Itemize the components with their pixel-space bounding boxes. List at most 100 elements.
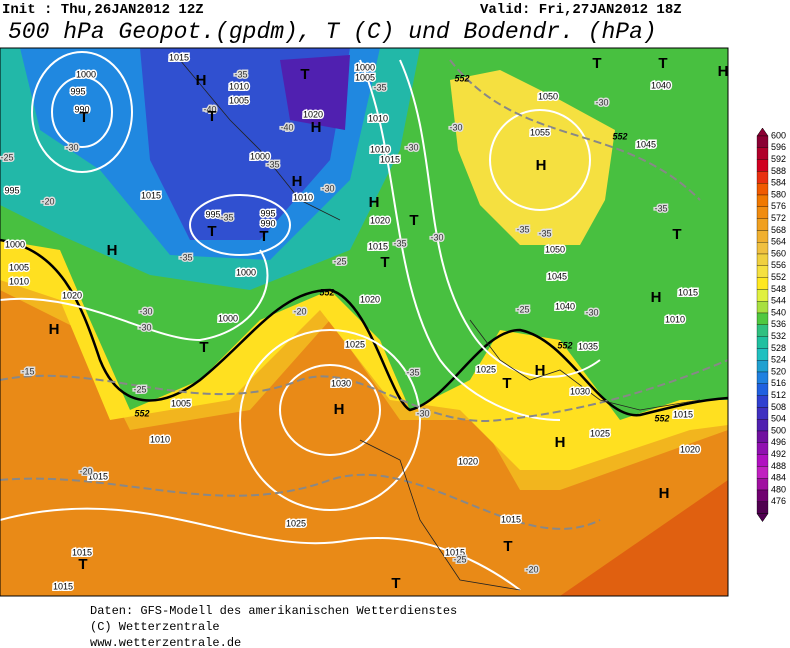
- colorbar-cell: [756, 159, 769, 172]
- pressure-center: T: [199, 339, 208, 356]
- colorbar-cell: [756, 230, 769, 243]
- pressure-center: H: [536, 157, 547, 174]
- isobar-label: 1005: [9, 262, 29, 272]
- isotherm-label: -35: [220, 212, 233, 222]
- isotherm-label: -20: [41, 196, 54, 206]
- isobar-label: 1050: [545, 244, 565, 254]
- map-frame: [0, 47, 729, 597]
- isobar-label: 1010: [370, 144, 390, 154]
- contour-label: 552: [319, 287, 334, 297]
- colorbar-label: 476: [771, 496, 786, 506]
- pressure-center: H: [369, 194, 380, 211]
- coastlines: [179, 59, 701, 591]
- colorbar-label: 484: [771, 473, 786, 483]
- pressure-center: H: [535, 362, 546, 379]
- isobar-label: 1020: [360, 294, 380, 304]
- isotherm-label: -30: [416, 408, 429, 418]
- colorbar-label: 556: [771, 260, 786, 270]
- pressure-center: T: [78, 556, 87, 573]
- footer-line: (C) Wetterzentrale: [90, 620, 220, 634]
- pressure-center: H: [334, 401, 345, 418]
- isotherm-label: -35: [234, 69, 247, 79]
- colorbar-cell: [756, 194, 769, 207]
- isobar-label: 1020: [62, 290, 82, 300]
- isobar-label: 1000: [76, 69, 96, 79]
- colorbar-cell: [756, 301, 769, 314]
- colorbar-cell: [756, 395, 769, 408]
- isotherm-label: -35: [179, 252, 192, 262]
- isotherm-label: -30: [430, 232, 443, 242]
- colorbar-label: 544: [771, 296, 786, 306]
- isobar-label: 995: [4, 185, 19, 195]
- pressure-center: H: [311, 119, 322, 136]
- map-title: 500 hPa Geopot.(gpdm), T (C) und Bodendr…: [8, 19, 657, 45]
- field-dark-orange: [560, 480, 728, 596]
- colorbar-label: 504: [771, 414, 786, 424]
- colorbar-cell: [756, 360, 769, 373]
- isobar-label: 1005: [171, 398, 191, 408]
- isobar-label: 1005: [355, 72, 375, 82]
- colorbar-cell: [756, 265, 769, 278]
- colorbar-cell: [756, 324, 769, 337]
- isotherm-label: -30: [138, 322, 151, 332]
- colorbar-cell: [756, 218, 769, 231]
- isotherm-label: -30: [139, 306, 152, 316]
- colorbar-cell: [756, 336, 769, 349]
- valid-time: Valid: Fri,27JAN2012 18Z: [480, 2, 682, 18]
- isobar-label: 1030: [331, 378, 351, 388]
- pressure-center: H: [651, 289, 662, 306]
- colorbar-cell: [756, 206, 769, 219]
- colorbar-cell: [756, 135, 769, 148]
- isobar-label: 1015: [501, 514, 521, 524]
- colorbar-cell: [756, 171, 769, 184]
- colorbar-label: 532: [771, 331, 786, 341]
- colorbar-label: 552: [771, 272, 786, 282]
- pressure-center: T: [503, 538, 512, 555]
- isotherm-label: -40: [203, 104, 216, 114]
- colorbar-label: 512: [771, 390, 786, 400]
- colorbar-cell: [756, 501, 769, 514]
- colorbar-cell: [756, 383, 769, 396]
- pressure-center: T: [207, 108, 216, 125]
- isobar-label: 1040: [651, 80, 671, 90]
- colorbar-cell: [756, 430, 769, 443]
- pressure-center: T: [380, 254, 389, 271]
- isobar-label: 1015: [380, 154, 400, 164]
- isotherm-label: -25: [133, 384, 146, 394]
- isotherm-label: -20: [293, 306, 306, 316]
- footer-line: www.wetterzentrale.de: [90, 636, 241, 648]
- colorbar-cell: [756, 419, 769, 432]
- isotherm-label: -25: [516, 304, 529, 314]
- pressure-center: H: [196, 72, 207, 89]
- isobar-label: 1000: [236, 267, 256, 277]
- colorbar-label: 496: [771, 437, 786, 447]
- isobar-label: 1055: [530, 127, 550, 137]
- colorbar-tip: [756, 127, 769, 137]
- isotherm-label: -25: [453, 554, 466, 564]
- isobar-label: 1010: [150, 434, 170, 444]
- isobar-label: 1015: [678, 287, 698, 297]
- isobar-label: 1015: [72, 547, 92, 557]
- isobar-label: 1010: [368, 113, 388, 123]
- isotherm-label: -35: [406, 367, 419, 377]
- isotherm-label: -20: [525, 564, 538, 574]
- isobar-label: 1015: [169, 52, 189, 62]
- pressure-center: H: [718, 63, 729, 80]
- isotherm-label: -15: [21, 366, 34, 376]
- colorbar-cell: [756, 348, 769, 361]
- colorbar-label: 576: [771, 201, 786, 211]
- pressure-center: H: [659, 485, 670, 502]
- isotherm-label: -40: [280, 122, 293, 132]
- isobar-label: 1030: [570, 386, 590, 396]
- contour-label: 552: [557, 340, 572, 350]
- isobars: [0, 51, 601, 591]
- isobar-label: 1020: [370, 215, 390, 225]
- isotherms: [0, 59, 728, 530]
- pressure-center: T: [672, 226, 681, 243]
- colorbar-label: 568: [771, 225, 786, 235]
- isotherm-label: -25: [0, 152, 13, 162]
- line-552: [0, 238, 728, 417]
- isobar-label: 1035: [578, 341, 598, 351]
